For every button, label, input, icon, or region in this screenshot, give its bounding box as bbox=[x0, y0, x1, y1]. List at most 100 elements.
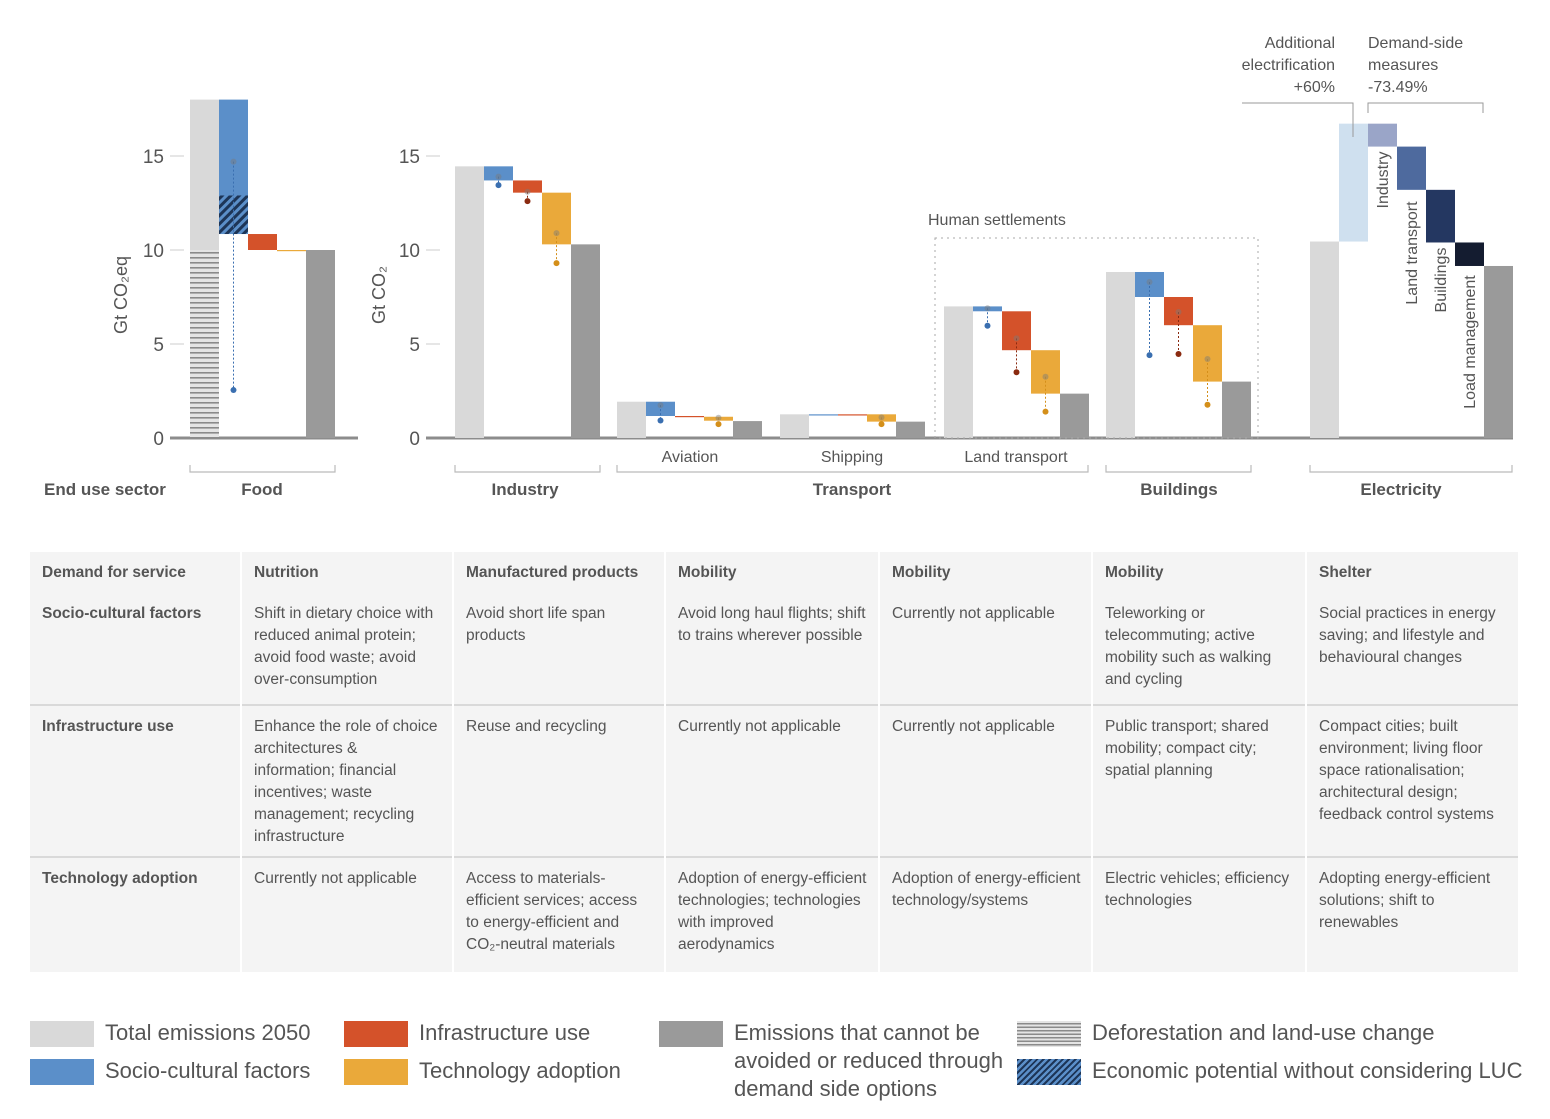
range-mid-dot bbox=[715, 414, 722, 421]
table-row: Technology adoption Currently not applic… bbox=[30, 857, 1518, 972]
bar-tech bbox=[277, 250, 306, 252]
table-cell: Teleworking or telecommuting; active mob… bbox=[1091, 593, 1306, 705]
range-low-dot bbox=[1175, 350, 1182, 357]
demand-side-label: measures bbox=[1368, 57, 1438, 74]
legend-swatch bbox=[344, 1021, 408, 1047]
y-tick-label: 5 bbox=[409, 335, 420, 356]
legend-swatch bbox=[344, 1059, 408, 1085]
table-header: Nutrition bbox=[240, 552, 453, 593]
range-mid-dot bbox=[1042, 373, 1049, 380]
electricity-step-label: Industry bbox=[1375, 152, 1392, 209]
table-cell: Public transport; shared mobility; compa… bbox=[1091, 705, 1306, 857]
range-mid-dot bbox=[878, 414, 885, 421]
y-axis-label: Gt CO₂eq bbox=[111, 256, 131, 334]
range-mid-dot bbox=[553, 230, 560, 237]
bar-deforestation-luc bbox=[190, 250, 219, 438]
legend-label: Economic potential without considering L… bbox=[1092, 1058, 1523, 1083]
legend-label: Emissions that cannot be avoided or redu… bbox=[734, 1020, 1004, 1101]
table-cell: Avoid long haul flights; shift to trains… bbox=[664, 593, 879, 705]
table-cell: Electric vehicles; efficiency technologi… bbox=[1091, 857, 1306, 972]
table-cell: Currently not applicable bbox=[664, 705, 879, 857]
legend-label: Socio-cultural factors bbox=[105, 1058, 311, 1083]
table-cell: Adoption of energy-efficient technology/… bbox=[878, 857, 1092, 972]
legend-item-tech: Technology adoption bbox=[344, 1058, 621, 1085]
y-tick-label: 0 bbox=[409, 429, 420, 450]
bar-electricity-industry bbox=[1368, 123, 1397, 147]
sector-label: Buildings bbox=[1140, 480, 1217, 499]
table-cell: Access to materials-efficient services; … bbox=[452, 857, 665, 972]
table-cell: Currently not applicable bbox=[878, 705, 1092, 857]
additional-electrification-label: electrification bbox=[1242, 57, 1335, 74]
sector-label: Industry bbox=[491, 480, 559, 499]
bar-tech bbox=[542, 192, 571, 245]
y-tick-label: 5 bbox=[153, 335, 164, 356]
table-cell: Currently not applicable bbox=[240, 857, 453, 972]
bar-remaining-emissions bbox=[1060, 393, 1089, 438]
bar-remaining-emissions bbox=[571, 244, 600, 438]
transport-bracket bbox=[616, 465, 1089, 473]
legend-label: Technology adoption bbox=[419, 1058, 621, 1083]
bar-infra bbox=[513, 180, 542, 193]
electricity-step-label: Land transport bbox=[1404, 201, 1421, 305]
range-mid-dot bbox=[1013, 335, 1020, 342]
bar-total-emissions bbox=[944, 306, 973, 438]
bar-tech bbox=[1031, 350, 1060, 394]
range-low-dot bbox=[1013, 369, 1020, 376]
bar-remaining-emissions bbox=[896, 421, 925, 438]
demand-side-label: -73.49% bbox=[1368, 79, 1428, 96]
bar-remaining-emissions bbox=[733, 421, 762, 438]
table-cell: Reuse and recycling bbox=[452, 705, 665, 857]
range-mid-dot bbox=[984, 305, 991, 312]
y-axis-label: Gt CO₂ bbox=[369, 266, 389, 324]
range-mid-dot bbox=[1146, 278, 1153, 285]
range-low-dot bbox=[553, 260, 560, 267]
human-settlements-label: Human settlements bbox=[928, 212, 1066, 229]
bar-total-emissions bbox=[617, 401, 646, 438]
y-tick-label: 0 bbox=[153, 429, 164, 450]
range-mid-dot bbox=[1175, 309, 1182, 316]
sector-bracket bbox=[189, 465, 336, 473]
bar-electricity-buildings bbox=[1426, 189, 1455, 243]
legend-label: Deforestation and land-use change bbox=[1092, 1020, 1435, 1045]
range-low-dot bbox=[878, 421, 885, 428]
demand-for-service-table: Demand for service Nutrition Manufacture… bbox=[30, 552, 1518, 972]
legend-item-total: Total emissions 2050 bbox=[30, 1020, 311, 1047]
y-tick-label: 10 bbox=[399, 241, 420, 262]
range-low-dot bbox=[1204, 401, 1211, 408]
additional-electrification-leader bbox=[1242, 102, 1354, 137]
table-cell: Enhance the role of choice architectures… bbox=[240, 705, 453, 857]
legend-label: Total emissions 2050 bbox=[105, 1020, 311, 1045]
range-low-dot bbox=[1042, 408, 1049, 415]
subsector-label: Aviation bbox=[662, 449, 719, 466]
legend-item-economic-potential: Economic potential without considering L… bbox=[1017, 1058, 1523, 1085]
range-low-dot bbox=[495, 182, 502, 189]
end-use-sector-label: End use sector bbox=[44, 480, 166, 499]
bar-infra bbox=[675, 416, 704, 418]
table-row: Socio-cultural factors Shift in dietary … bbox=[30, 593, 1518, 705]
legend-item-deforestation: Deforestation and land-use change bbox=[1017, 1020, 1435, 1047]
electricity-step-label: Buildings bbox=[1433, 248, 1450, 313]
demand-side-mitigation-chart: 0 5 10 15 Gt CO₂eq 0 5 10 15 Gt CO₂ Industry Land t… bbox=[44, 35, 1513, 499]
bar-remaining-emissions bbox=[306, 250, 335, 438]
bar-tech bbox=[1193, 325, 1222, 382]
range-low-dot bbox=[230, 387, 237, 394]
y-tick-label: 15 bbox=[399, 147, 420, 168]
range-mid-dot bbox=[495, 173, 502, 180]
bar-total-emissions bbox=[780, 414, 809, 438]
table-cell: Adoption of energy-efficient technologie… bbox=[664, 857, 879, 972]
y-tick-label: 10 bbox=[143, 241, 164, 262]
table-header: Mobility bbox=[1091, 552, 1306, 593]
legend-label: Infrastructure use bbox=[419, 1020, 591, 1045]
table-header: Mobility bbox=[664, 552, 879, 593]
legend-item-socio: Socio-cultural factors bbox=[30, 1058, 311, 1085]
sector-label: Electricity bbox=[1360, 480, 1442, 499]
table-header-row: Demand for service Nutrition Manufacture… bbox=[30, 552, 1518, 593]
human-settlements-box bbox=[934, 237, 1259, 439]
sector-bracket bbox=[1309, 465, 1513, 473]
range-low-dot bbox=[984, 322, 991, 329]
y-tick-label: 15 bbox=[143, 147, 164, 168]
range-mid-dot bbox=[657, 402, 664, 409]
bar-socio bbox=[1135, 271, 1164, 297]
table-cell: Shift in dietary choice with reduced ani… bbox=[240, 593, 453, 705]
range-low-dot bbox=[657, 417, 664, 424]
